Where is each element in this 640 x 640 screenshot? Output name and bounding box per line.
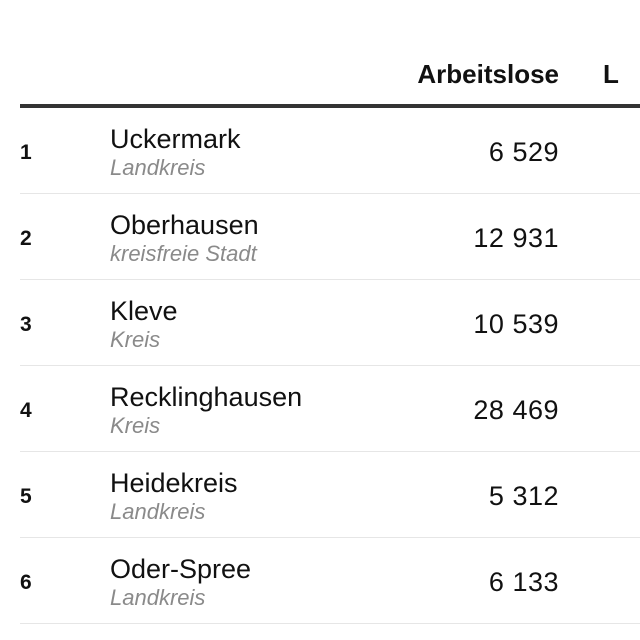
district-type: kreisfreie Stadt: [110, 241, 257, 266]
unemployed-count: 12 931: [473, 223, 559, 253]
district-name: Recklinghausen: [110, 382, 303, 412]
ranking-table: Arbeitslose L 1 Uckermark Landkreis 6 52…: [20, 0, 640, 624]
district-type: Landkreis: [110, 585, 206, 610]
row-rank: 2: [20, 227, 32, 250]
district-name: Oberhausen: [110, 210, 259, 240]
row-rank: 1: [20, 141, 32, 164]
district-type: Landkreis: [110, 155, 206, 180]
district-type: Kreis: [110, 327, 161, 352]
table-row: 2 Oberhausen kreisfreie Stadt 12 931: [20, 194, 640, 280]
table-row: 5 Heidekreis Landkreis 5 312: [20, 452, 640, 538]
district-type: Landkreis: [110, 499, 206, 524]
row-rank: 4: [20, 399, 32, 422]
column-header-arbeitslose[interactable]: Arbeitslose: [417, 59, 559, 89]
district-type: Kreis: [110, 413, 161, 438]
table-row: 6 Oder-Spree Landkreis 6 133: [20, 538, 640, 624]
unemployed-count: 6 133: [488, 567, 559, 597]
table-row: 3 Kleve Kreis 10 539: [20, 280, 640, 366]
row-rank: 5: [20, 485, 32, 508]
table-row: 4 Recklinghausen Kreis 28 469: [20, 366, 640, 452]
unemployed-count: 28 469: [473, 395, 559, 425]
unemployed-count: 5 312: [488, 481, 559, 511]
row-rank: 3: [20, 313, 32, 336]
column-header-truncated[interactable]: L: [603, 59, 619, 89]
unemployed-count: 6 529: [488, 137, 559, 167]
row-rank: 6: [20, 571, 32, 594]
district-name: Heidekreis: [110, 468, 238, 498]
unemployed-count: 10 539: [473, 309, 559, 339]
table-header: Arbeitslose L: [20, 0, 640, 108]
district-name: Oder-Spree: [110, 554, 252, 584]
table-row: 1 Uckermark Landkreis 6 529: [20, 108, 640, 194]
district-name: Uckermark: [110, 124, 241, 154]
district-name: Kleve: [110, 296, 178, 326]
